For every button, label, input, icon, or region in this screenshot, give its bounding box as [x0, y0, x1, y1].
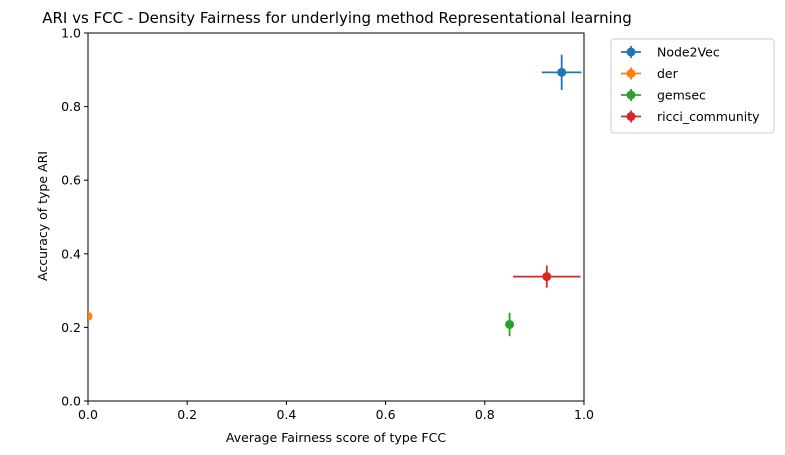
data-point-der — [88, 311, 93, 321]
legend-label-node2vec: Node2Vec — [657, 45, 720, 60]
y-tick-label: 0.8 — [61, 99, 81, 114]
x-tick-label: 0.4 — [276, 407, 296, 422]
y-tick-label: 0.0 — [61, 394, 81, 409]
y-axis-title: Accuracy of type ARI — [35, 151, 50, 281]
y-tick-label: 0.4 — [61, 246, 81, 261]
y-tick-label: 0.6 — [61, 173, 81, 188]
legend-item-ricci-community: ricci_community — [621, 109, 760, 124]
legend-item-der: der — [621, 66, 679, 81]
legend-label-gemsec: gemsec — [657, 88, 706, 103]
x-tick-label: 0.6 — [376, 407, 396, 422]
legend-label-der: der — [657, 66, 679, 81]
legend-item-gemsec: gemsec — [621, 88, 706, 103]
series-ricci-community — [513, 265, 581, 288]
x-axis-title: Average Fairness score of type FCC — [226, 430, 446, 445]
chart-title: ARI vs FCC - Density Fairness for underl… — [42, 9, 632, 27]
legend-marker-der — [626, 69, 636, 78]
data-point-node2vec — [557, 67, 567, 77]
legend-marker-ricci-community — [626, 112, 636, 121]
legend-label-ricci-community: ricci_community — [657, 109, 760, 124]
legend-frame — [610, 38, 775, 134]
series-node2vec — [541, 54, 582, 91]
plot-frame — [87, 32, 585, 402]
legend: Node2Vec der gemsec ricci_community — [610, 38, 775, 134]
legend-marker-node2vec — [626, 47, 636, 57]
x-tick-label: 1.0 — [574, 407, 594, 422]
plot-area: 0.0 0.2 0.4 0.6 0.8 1.0 0.0 0.2 0.4 0.6 0.8 1.0 — [61, 26, 594, 423]
data-points — [88, 54, 582, 337]
data-point-gemsec — [505, 319, 515, 329]
x-tick-label: 0.0 — [78, 407, 98, 422]
x-tick-label: 0.8 — [475, 407, 495, 422]
x-tick-label: 0.2 — [177, 407, 197, 422]
y-tick-label: 0.2 — [61, 320, 81, 335]
legend-item-node2vec: Node2Vec — [621, 45, 720, 60]
series-gemsec — [505, 312, 515, 337]
series-der — [88, 311, 93, 321]
data-point-ricci-community — [542, 272, 552, 282]
y-tick-label: 1.0 — [61, 26, 81, 41]
legend-marker-gemsec — [626, 90, 636, 100]
